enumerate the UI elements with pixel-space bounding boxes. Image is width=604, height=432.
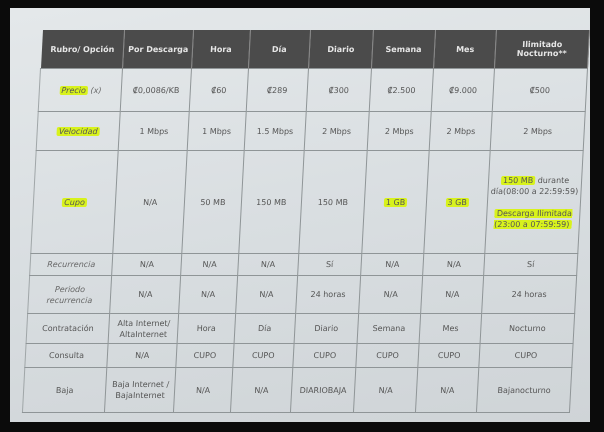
row-label: Periodo recurrencia [27, 275, 112, 314]
cell: N/A [415, 367, 479, 413]
cell: CUPO [232, 343, 295, 368]
row-label: Consulta [24, 343, 109, 368]
cell: 1 Mbps [118, 111, 190, 151]
cell: ₡289 [245, 68, 309, 112]
row-velocidad: Velocidad 1 Mbps 1 Mbps 1.5 Mbps 2 Mbps … [36, 111, 586, 151]
cell: 3 GB [424, 150, 491, 254]
plans-table: Rubro/ Opción Por Descarga Hora Día Diar… [22, 30, 590, 413]
cell: 50 MB [182, 150, 244, 254]
cell: CUPO [478, 343, 574, 368]
header-nocturno: Ilimitado Nocturno** [494, 30, 590, 69]
cell: ₡300 [306, 68, 372, 112]
cell: 2 Mbps [304, 111, 369, 151]
cell: N/A [111, 253, 183, 276]
cell: N/A [112, 150, 188, 254]
row-label: Baja [22, 367, 107, 413]
cell: N/A [229, 367, 293, 413]
cell: 24 horas [295, 275, 361, 314]
cell: N/A [421, 275, 484, 314]
cell: 2 Mbps [490, 111, 586, 151]
header-por-descarga: Por Descarga [122, 30, 194, 69]
header-mes: Mes [433, 30, 497, 69]
cell: N/A [235, 275, 298, 314]
row-baja: Baja Baja Internet / BajaInternet N/A N/… [22, 367, 572, 413]
cell: CUPO [176, 343, 234, 368]
cell: ₡9.000 [431, 68, 495, 112]
cell: Diario [294, 313, 359, 344]
row-cupo: Cupo N/A 50 MB 150 MB 150 MB 1 GB 3 GB 1… [30, 150, 584, 254]
cell: Alta Internet/ AltaInternet [108, 313, 179, 344]
cell: CUPO [292, 343, 357, 368]
cell: N/A [423, 253, 485, 276]
header-semana: Semana [371, 30, 436, 69]
cell: Sí [483, 253, 578, 276]
row-periodo-recurrencia: Periodo recurrencia N/A N/A N/A 24 horas… [27, 275, 577, 314]
cell: CUPO [355, 343, 420, 368]
row-label: Cupo [30, 150, 119, 254]
row-recurrencia: Recurrencia N/A N/A N/A Sí N/A N/A Sí [29, 253, 578, 276]
cell: Bajanocturno [476, 367, 572, 413]
cell: 1 Mbps [187, 111, 246, 151]
row-label: Velocidad [36, 111, 121, 151]
cell: N/A [178, 275, 238, 314]
header-diario: Diario [308, 30, 374, 69]
row-consulta: Consulta N/A CUPO CUPO CUPO CUPO CUPO CU… [24, 343, 574, 368]
cell: Semana [356, 313, 422, 344]
cell: Nocturno [480, 313, 575, 344]
cell: DIARIOBAJA [290, 367, 356, 413]
cell: N/A [109, 275, 181, 314]
cell: Sí [297, 253, 362, 276]
row-precio: Precio (x) ₡0,0086/KB ₡60 ₡289 ₡300 ₡2.5… [38, 68, 588, 112]
cell: 150 MB [238, 150, 305, 254]
cell: 1.5 Mbps [243, 111, 307, 151]
cell: N/A [180, 253, 239, 276]
cell: CUPO [418, 343, 481, 368]
cell: N/A [106, 343, 178, 368]
cell: N/A [237, 253, 299, 276]
cell: 2 Mbps [429, 111, 493, 151]
cell: 2 Mbps [366, 111, 432, 151]
cell: 1 GB [361, 150, 430, 254]
cell-nocturno-cupo: 150 MB durante día(08:00 a 22:59:59) Des… [484, 150, 584, 254]
cell: Día [233, 313, 296, 344]
cell: ₡2.500 [368, 68, 434, 112]
cell: 24 horas [481, 275, 577, 314]
cell: N/A [358, 275, 424, 314]
cell: N/A [353, 367, 419, 413]
cell: ₡500 [492, 68, 588, 112]
header-hora: Hora [191, 30, 251, 69]
cell: N/A [173, 367, 233, 413]
row-contratacion: Contratación Alta Internet/ AltaInternet… [26, 313, 575, 344]
cell: 150 MB [298, 150, 367, 254]
cell: N/A [360, 253, 425, 276]
cell: ₡0,0086/KB [120, 68, 192, 112]
cell: Mes [419, 313, 482, 344]
row-label: Recurrencia [29, 253, 113, 276]
header-dia: Día [248, 30, 311, 69]
printed-paper: Rubro/ Opción Por Descarga Hora Día Diar… [10, 8, 590, 422]
cell: Hora [177, 313, 236, 344]
header-rubro: Rubro/ Opción [40, 30, 125, 69]
cell: ₡60 [189, 68, 249, 112]
header-row: Rubro/ Opción Por Descarga Hora Día Diar… [40, 30, 590, 69]
row-label: Precio (x) [38, 68, 123, 112]
row-label: Contratación [26, 313, 110, 344]
cell: Baja Internet / BajaInternet [104, 367, 177, 413]
